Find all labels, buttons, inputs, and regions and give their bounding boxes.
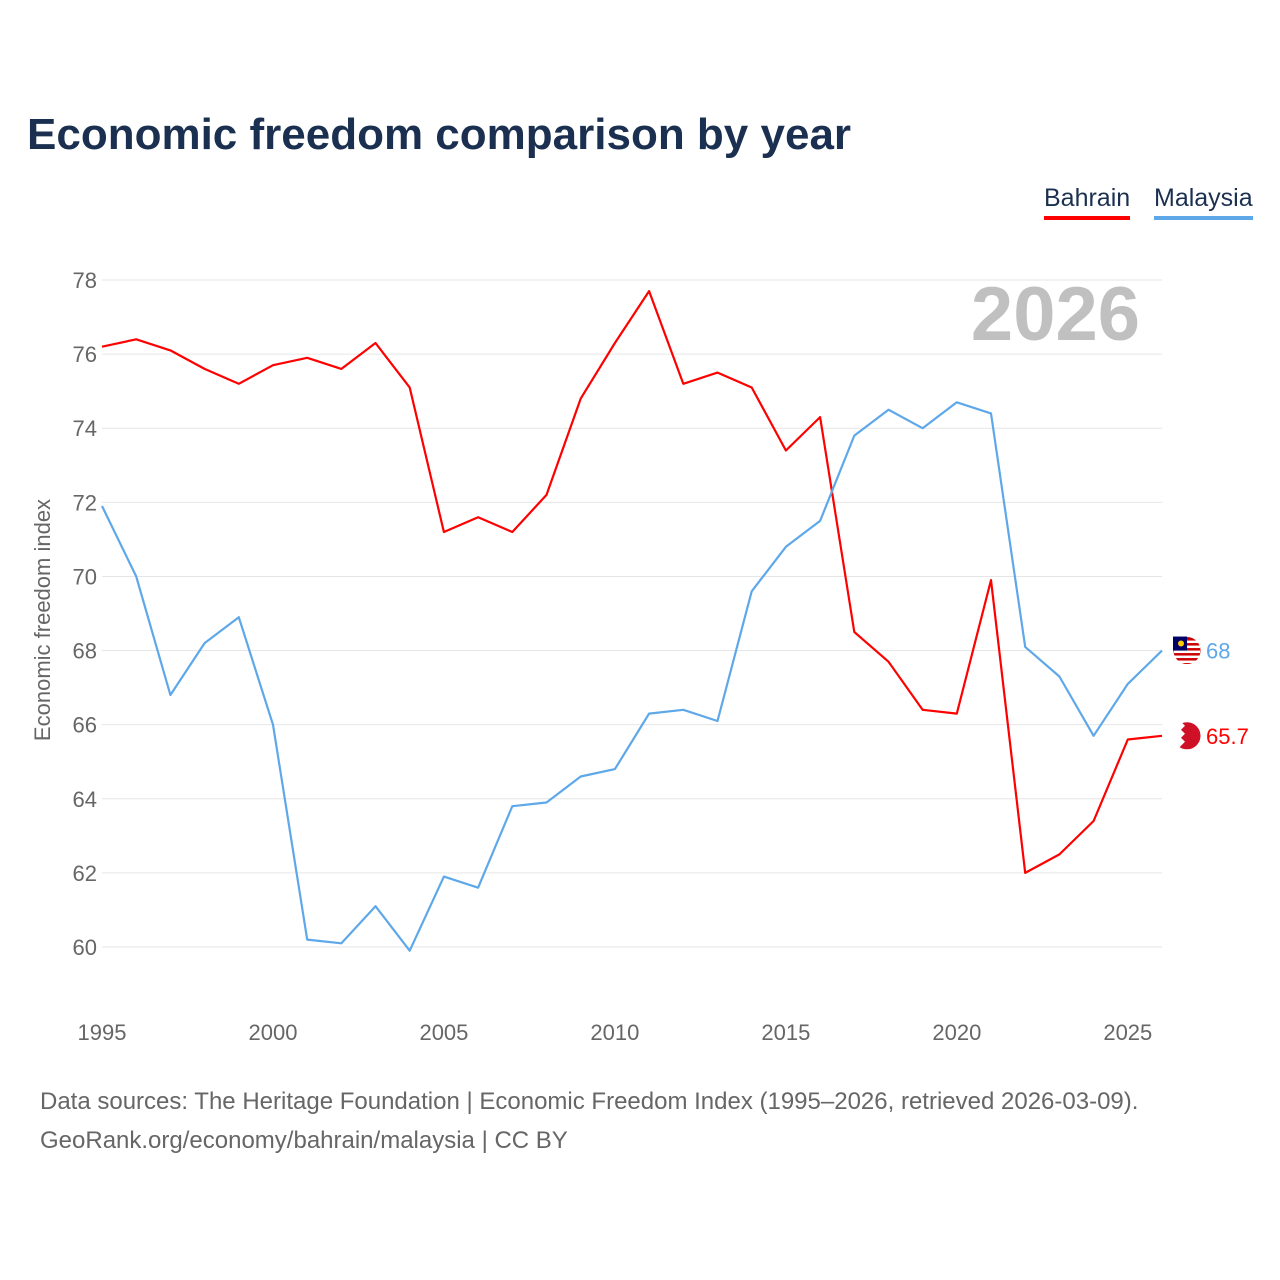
end-value-label-malaysia: 68 bbox=[1206, 639, 1230, 664]
end-value-label-bahrain: 65.7 bbox=[1206, 724, 1249, 749]
footer-sources: Data sources: The Heritage Foundation | … bbox=[40, 1088, 1139, 1115]
y-tick-label: 66 bbox=[73, 713, 97, 738]
x-tick-label: 2010 bbox=[590, 1020, 639, 1045]
y-axis-label: Economic freedom index bbox=[30, 499, 55, 741]
x-tick-label: 2020 bbox=[932, 1020, 981, 1045]
x-tick-label: 2005 bbox=[419, 1020, 468, 1045]
y-tick-label: 74 bbox=[73, 416, 97, 441]
y-tick-label: 78 bbox=[73, 268, 97, 293]
y-tick-label: 64 bbox=[73, 787, 97, 812]
y-tick-label: 68 bbox=[73, 639, 97, 664]
y-tick-label: 62 bbox=[73, 861, 97, 886]
chart-title: Economic freedom comparison by year bbox=[27, 110, 852, 159]
y-tick-label: 76 bbox=[73, 342, 97, 367]
legend-item-malaysia[interactable]: Malaysia bbox=[1154, 184, 1253, 220]
y-tick-label: 60 bbox=[73, 935, 97, 960]
year-watermark: 2026 bbox=[971, 272, 1140, 357]
legend-item-bahrain[interactable]: Bahrain bbox=[1044, 184, 1131, 220]
series-line-bahrain bbox=[101, 290, 1163, 874]
flag-malaysia-icon bbox=[1172, 636, 1202, 666]
x-tick-label: 2000 bbox=[248, 1020, 297, 1045]
x-tick-label: 2025 bbox=[1103, 1020, 1152, 1045]
flag-bahrain-icon bbox=[1172, 721, 1202, 751]
x-tick-label: 2015 bbox=[761, 1020, 810, 1045]
y-tick-label: 70 bbox=[73, 564, 97, 589]
series-line-malaysia bbox=[101, 401, 1163, 952]
footer-credit: GeoRank.org/economy/bahrain/malaysia | C… bbox=[40, 1127, 568, 1154]
y-tick-label: 72 bbox=[73, 490, 97, 515]
x-tick-label: 1995 bbox=[78, 1020, 127, 1045]
